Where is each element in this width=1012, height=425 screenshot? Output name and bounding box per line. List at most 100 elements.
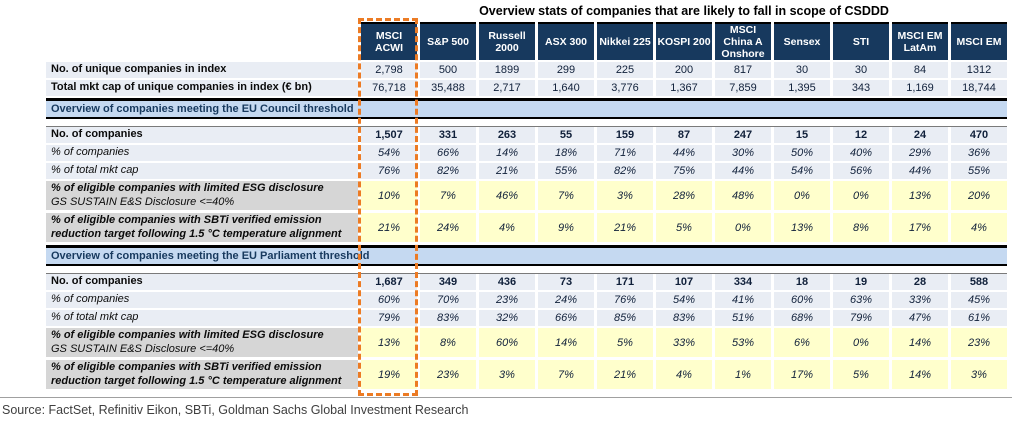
data-cell: 33% (656, 328, 712, 357)
data-cell: 5% (656, 213, 712, 242)
column-header: MSCI EM LatAm (892, 22, 948, 60)
column-header: MSCI ACWI (361, 22, 417, 60)
data-cell: 1,169 (892, 80, 948, 96)
data-cell: 60% (774, 292, 830, 308)
data-cell: 44% (715, 163, 771, 179)
data-cell: 500 (420, 62, 476, 78)
data-cell: 470 (951, 127, 1007, 143)
source-text: Source: FactSet, Refinitiv Eikon, SBTi, … (2, 403, 469, 417)
data-cell: 1,687 (361, 274, 417, 290)
row-label: % of eligible companies with SBTi verifi… (46, 213, 358, 242)
row-label-sub: GS SUSTAIN E&S Disclosure <=40% (51, 342, 235, 355)
table-row: % of eligible companies with limited ESG… (46, 181, 1007, 210)
data-cell: 7% (538, 360, 594, 389)
table-row: % of eligible companies with limited ESG… (46, 328, 1007, 357)
data-cell: 55 (538, 127, 594, 143)
data-cell: 1,395 (774, 80, 830, 96)
row-label-main: % of total mkt cap (51, 311, 139, 324)
data-cell: 76% (597, 292, 653, 308)
row-label: % of eligible companies with limited ESG… (46, 328, 358, 357)
data-cell: 299 (538, 62, 594, 78)
row-label: No. of companies (46, 127, 358, 143)
data-cell: 12 (833, 127, 889, 143)
column-header: KOSPI 200 (656, 22, 712, 60)
data-cell: 30 (833, 62, 889, 78)
data-cell: 28% (656, 181, 712, 210)
table-row: MSCI ACWI S&P 500 Russell 2000 ASX 300 Nikke… (46, 22, 1007, 60)
data-cell: 85% (597, 310, 653, 326)
data-cell: 76,718 (361, 80, 417, 96)
data-cell: 817 (715, 62, 771, 78)
data-cell: 24 (892, 127, 948, 143)
data-cell: 263 (479, 127, 535, 143)
data-cell: 4% (951, 213, 1007, 242)
data-cell: 8% (833, 213, 889, 242)
data-cell: 50% (774, 145, 830, 161)
data-cell: 60% (361, 292, 417, 308)
data-cell: 171 (597, 274, 653, 290)
data-cell: 21% (361, 213, 417, 242)
data-cell: 82% (420, 163, 476, 179)
data-cell: 5% (597, 328, 653, 357)
data-cell: 4% (479, 213, 535, 242)
data-cell: 23% (951, 328, 1007, 357)
table-row: % of total mkt cap 76% 82% 21% 55% 82% 75% 44% 5… (46, 163, 1007, 179)
row-label-main: % of eligible companies with limited ESG… (51, 329, 324, 342)
column-header: S&P 500 (420, 22, 476, 60)
data-cell: 51% (715, 310, 771, 326)
row-label-main: % of total mkt cap (51, 164, 139, 177)
data-cell: 18 (774, 274, 830, 290)
data-cell: 1312 (951, 62, 1007, 78)
column-header: Nikkei 225 (597, 22, 653, 60)
data-cell: 28 (892, 274, 948, 290)
data-cell: 225 (597, 62, 653, 78)
data-cell: 436 (479, 274, 535, 290)
data-cell: 17% (892, 213, 948, 242)
data-cell: 18% (538, 145, 594, 161)
data-cell: 83% (420, 310, 476, 326)
data-cell: 21% (479, 163, 535, 179)
data-cell: 55% (538, 163, 594, 179)
section-header: Overview of companies meeting the EU Par… (46, 245, 1007, 266)
data-cell: 73 (538, 274, 594, 290)
data-cell: 19% (361, 360, 417, 389)
data-cell: 79% (361, 310, 417, 326)
data-cell: 55% (951, 163, 1007, 179)
data-cell: 32% (479, 310, 535, 326)
row-label-sub: GS SUSTAIN E&S Disclosure <=40% (51, 195, 235, 208)
row-label-main: % of eligible companies with SBTi verifi… (51, 361, 342, 387)
data-cell: 334 (715, 274, 771, 290)
row-label-main: No. of companies (51, 275, 143, 288)
column-header: MSCI China A Onshore (715, 22, 771, 60)
data-cell: 61% (951, 310, 1007, 326)
table-row: % of companies 60% 70% 23% 24% 76% 54% 41% 60% 63… (46, 292, 1007, 308)
data-cell: 15 (774, 127, 830, 143)
data-cell: 21% (597, 360, 653, 389)
corner-cell (46, 22, 358, 60)
data-cell: 82% (597, 163, 653, 179)
data-cell: 71% (597, 145, 653, 161)
row-label: % of total mkt cap (46, 310, 358, 326)
row-label: % of eligible companies with SBTi verifi… (46, 360, 358, 389)
data-cell: 84 (892, 62, 948, 78)
data-cell: 349 (420, 274, 476, 290)
data-cell: 3% (479, 360, 535, 389)
data-cell: 14% (892, 360, 948, 389)
data-cell: 66% (538, 310, 594, 326)
row-label-main: % of eligible companies with SBTi verifi… (51, 214, 342, 240)
table-row: % of companies 54% 66% 14% 18% 71% 44% 30% 50% 40… (46, 145, 1007, 161)
column-header: STI (833, 22, 889, 60)
data-cell: 3,776 (597, 80, 653, 96)
data-cell: 247 (715, 127, 771, 143)
data-cell: 588 (951, 274, 1007, 290)
row-label: % of total mkt cap (46, 163, 358, 179)
data-cell: 3% (951, 360, 1007, 389)
table-grid: MSCI ACWI S&P 500 Russell 2000 ASX 300 Nikke… (46, 22, 1007, 389)
data-cell: 33% (892, 292, 948, 308)
data-cell: 1,507 (361, 127, 417, 143)
data-cell: 53% (715, 328, 771, 357)
data-cell: 331 (420, 127, 476, 143)
data-cell: 23% (420, 360, 476, 389)
data-cell: 0% (833, 181, 889, 210)
